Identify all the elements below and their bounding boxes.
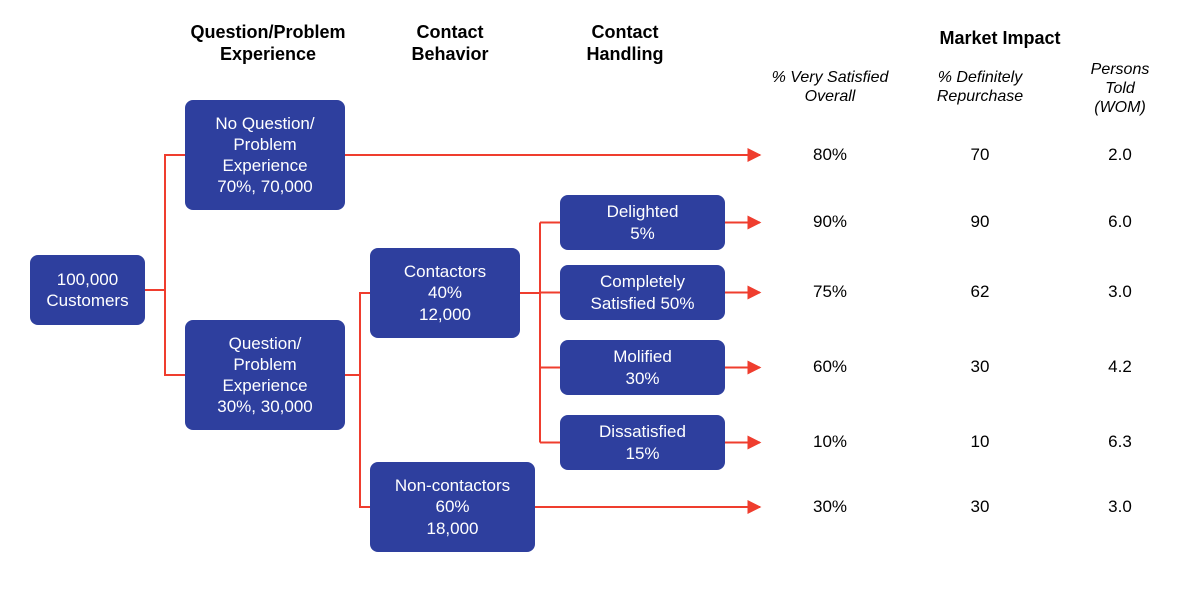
metric-molified-wom: 4.2	[1070, 357, 1170, 377]
header-behavior: Contact Behavior	[370, 22, 530, 65]
header-handling: Contact Handling	[540, 22, 710, 65]
node-customers: 100,000Customers	[30, 255, 145, 325]
metric-molified-rep: 30	[930, 357, 1030, 377]
metric-delighted-sat: 90%	[780, 212, 880, 232]
node-qpe: Question/ProblemExperience30%, 30,000	[185, 320, 345, 430]
metric-no_qpe-sat: 80%	[780, 145, 880, 165]
metric-comp_sat-wom: 3.0	[1070, 282, 1170, 302]
metric-delighted-rep: 90	[930, 212, 1030, 232]
node-completely-satisfied: CompletelySatisfied 50%	[560, 265, 725, 320]
header-impact: Market Impact	[870, 28, 1130, 50]
metric-header-rep: % Definitely Repurchase	[905, 68, 1055, 106]
node-dissatisfied: Dissatisfied15%	[560, 415, 725, 470]
node-delighted: Delighted5%	[560, 195, 725, 250]
node-molified: Molified30%	[560, 340, 725, 395]
metric-comp_sat-sat: 75%	[780, 282, 880, 302]
metric-comp_sat-rep: 62	[930, 282, 1030, 302]
diagram-stage: { "canvas": { "width": 1200, "height": 6…	[0, 0, 1200, 600]
metric-dissatisfied-sat: 10%	[780, 432, 880, 452]
metric-noncontactors-wom: 3.0	[1070, 497, 1170, 517]
header-handling-l2: Handling	[587, 44, 664, 64]
metric-dissatisfied-wom: 6.3	[1070, 432, 1170, 452]
node-noncontactors: Non-contactors60%18,000	[370, 462, 535, 552]
header-behavior-l2: Behavior	[411, 44, 488, 64]
metric-header-wom: Persons Told (WOM)	[1045, 60, 1195, 118]
header-handling-l1: Contact	[592, 22, 659, 42]
metric-no_qpe-rep: 70	[930, 145, 1030, 165]
metric-no_qpe-wom: 2.0	[1070, 145, 1170, 165]
node-contactors: Contactors40%12,000	[370, 248, 520, 338]
header-behavior-l1: Contact	[417, 22, 484, 42]
metric-header-sat: % Very Satisfied Overall	[755, 68, 905, 106]
header-impact-l1: Market Impact	[939, 28, 1060, 48]
metric-dissatisfied-rep: 10	[930, 432, 1030, 452]
metric-molified-sat: 60%	[780, 357, 880, 377]
header-qpe-l1: Question/Problem	[190, 22, 345, 42]
metric-delighted-wom: 6.0	[1070, 212, 1170, 232]
header-qpe-l2: Experience	[220, 44, 316, 64]
node-no-qpe: No Question/ProblemExperience70%, 70,000	[185, 100, 345, 210]
metric-noncontactors-sat: 30%	[780, 497, 880, 517]
header-qpe: Question/Problem Experience	[168, 22, 368, 65]
metric-noncontactors-rep: 30	[930, 497, 1030, 517]
